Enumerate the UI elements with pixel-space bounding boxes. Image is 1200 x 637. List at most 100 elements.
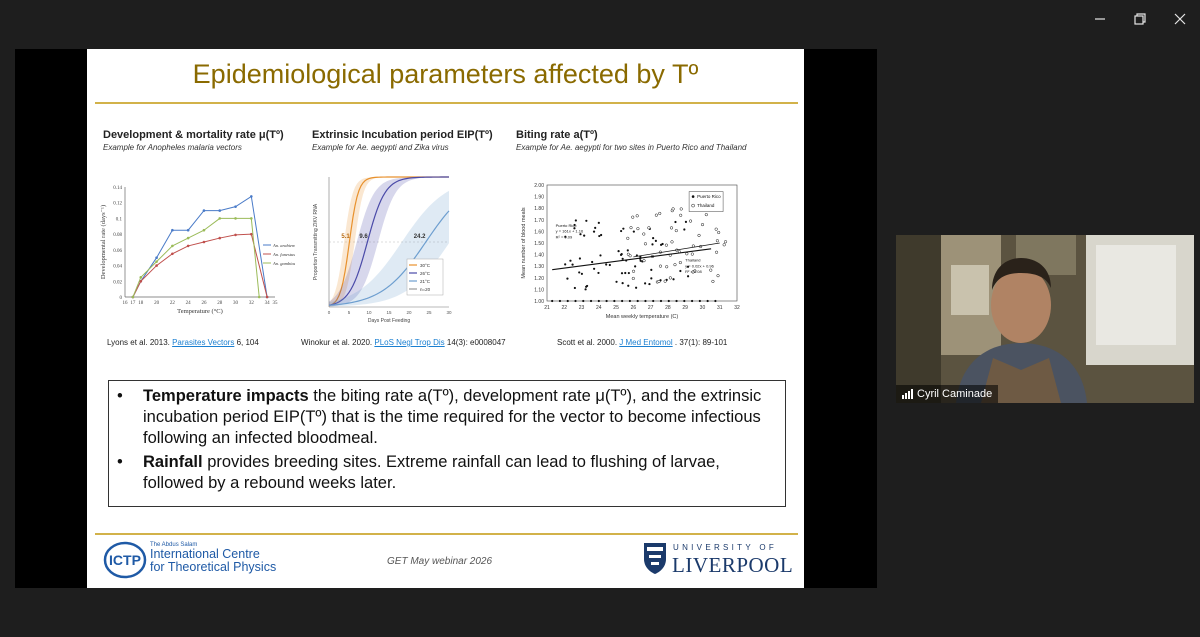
thailand-fit-line xyxy=(633,242,720,258)
puerto-rico-point xyxy=(585,285,588,288)
puerto-rico-point xyxy=(627,284,630,287)
citation-link[interactable]: Parasites Vectors xyxy=(172,338,235,347)
puerto-rico-point xyxy=(593,267,596,270)
series-curve xyxy=(328,210,450,306)
puerto-rico-point xyxy=(652,236,655,240)
puerto-rico-point xyxy=(600,233,603,237)
thailand-point xyxy=(642,259,646,263)
plot-frame xyxy=(546,184,738,302)
x-tick-label: 5 xyxy=(348,310,351,315)
restore-button[interactable] xyxy=(1120,0,1160,38)
fit-equation: y = 161x + 1.16 xyxy=(556,229,584,234)
data-point xyxy=(155,256,158,260)
series-line xyxy=(132,195,268,298)
puerto-rico-point xyxy=(582,299,585,303)
data-point xyxy=(171,228,174,232)
y-tick-label: 1.10 xyxy=(534,287,544,293)
data-point xyxy=(202,209,206,212)
ictp-mark: ICTP xyxy=(109,552,141,568)
x-axis-label: Mean weekly temperature (C) xyxy=(606,314,679,320)
minimize-button[interactable] xyxy=(1080,0,1120,38)
x-tick-label: 28 xyxy=(665,305,671,311)
citation-text: Lyons et al. 2013. xyxy=(107,338,170,347)
thailand-point xyxy=(709,268,713,272)
thailand-point xyxy=(723,240,728,244)
x-tick-label: 34 xyxy=(265,301,271,306)
ictp-line1: International Centre xyxy=(150,547,260,561)
puerto-rico-point xyxy=(624,271,627,275)
legend-label: An. gambiae xyxy=(272,261,295,266)
data-point xyxy=(250,195,253,198)
x-tick-label: 29 xyxy=(682,305,688,311)
x-tick-label: 32 xyxy=(734,305,740,311)
puerto-rico-point xyxy=(627,271,630,275)
puerto-rico-point xyxy=(597,299,600,303)
citation-text: Scott et al. 2000. xyxy=(557,338,618,347)
y-tick-label: 1.30 xyxy=(534,264,544,270)
bullet-item: • Rainfall provides breeding sites. Extr… xyxy=(117,452,775,494)
ictp-name: The Abdus Salam International Centre for… xyxy=(150,542,276,574)
puerto-rico-point xyxy=(617,249,620,253)
legend-label: n=20 xyxy=(420,287,431,292)
citation-text: 6, 104 xyxy=(236,338,259,347)
y-tick-label: 1.00 xyxy=(534,299,544,305)
panel-title: Biting rate a(Tº) xyxy=(516,129,598,141)
puerto-rico-fit-line xyxy=(552,248,712,271)
x-tick-label: 20 xyxy=(406,310,412,315)
puerto-rico-point xyxy=(620,272,624,275)
presentation-slide: Epidemiological parameters affected by T… xyxy=(87,49,804,588)
puerto-rico-point xyxy=(639,259,642,262)
participant-video-frame xyxy=(896,235,1194,403)
puerto-rico-point xyxy=(592,230,596,233)
x-tick-label: 35 xyxy=(273,301,279,306)
close-button[interactable] xyxy=(1160,0,1200,38)
legend-marker-filled xyxy=(691,195,695,198)
data-point xyxy=(250,232,253,236)
data-point xyxy=(202,240,206,244)
data-point xyxy=(257,295,261,299)
data-point xyxy=(250,217,253,220)
thailand-point xyxy=(631,276,635,280)
puerto-rico-point xyxy=(608,263,611,267)
x-tick-label: 10 xyxy=(366,310,372,315)
x-tick-label: 30 xyxy=(233,301,239,306)
puerto-rico-point xyxy=(597,271,600,275)
thailand-point xyxy=(629,226,633,230)
x-tick-label: 25 xyxy=(426,310,432,315)
thailand-point xyxy=(714,227,718,231)
puerto-rico-point xyxy=(684,220,688,223)
participant-name: Cyril Caminade xyxy=(917,388,993,400)
screen-share-area[interactable]: Epidemiological parameters affected by T… xyxy=(15,49,877,588)
liverpool-university-label: UNIVERSITY OF xyxy=(673,543,778,552)
legend-label: 26°C xyxy=(420,271,431,276)
x-tick-label: 18 xyxy=(138,301,144,306)
thailand-point xyxy=(704,213,708,217)
citation-link[interactable]: PLoS Negl Trop Dis xyxy=(374,338,445,347)
citation-link[interactable]: J Med Entomol xyxy=(619,338,673,347)
y-tick-label: 1.70 xyxy=(534,218,544,224)
puerto-rico-point xyxy=(579,233,582,236)
footer-event-label: GET May webinar 2026 xyxy=(387,556,493,567)
puerto-rico-point xyxy=(580,272,583,275)
thailand-point xyxy=(658,211,662,216)
puerto-rico-point xyxy=(566,299,569,303)
thailand-point xyxy=(685,252,689,256)
x-tick-label: 24 xyxy=(186,301,192,306)
legend-marker-open xyxy=(691,203,695,208)
puerto-rico-point xyxy=(564,263,567,266)
confidence-band xyxy=(329,177,449,307)
thailand-point xyxy=(690,252,694,256)
puerto-rico-point xyxy=(644,299,647,303)
x-tick-label: 30 xyxy=(700,305,706,311)
puerto-rico-point xyxy=(621,257,624,260)
x-tick-label: 22 xyxy=(170,301,176,306)
puerto-rico-point xyxy=(634,265,637,268)
participant-video-tile[interactable]: Cyril Caminade xyxy=(896,235,1194,403)
puerto-rico-point xyxy=(589,299,593,303)
panel-title: Development & mortality rate μ(Tº) xyxy=(103,129,284,141)
thailand-point xyxy=(716,274,720,278)
data-point xyxy=(131,295,135,299)
fit-r2: R² = 0.09 xyxy=(556,234,573,239)
thailand-point xyxy=(670,240,674,244)
